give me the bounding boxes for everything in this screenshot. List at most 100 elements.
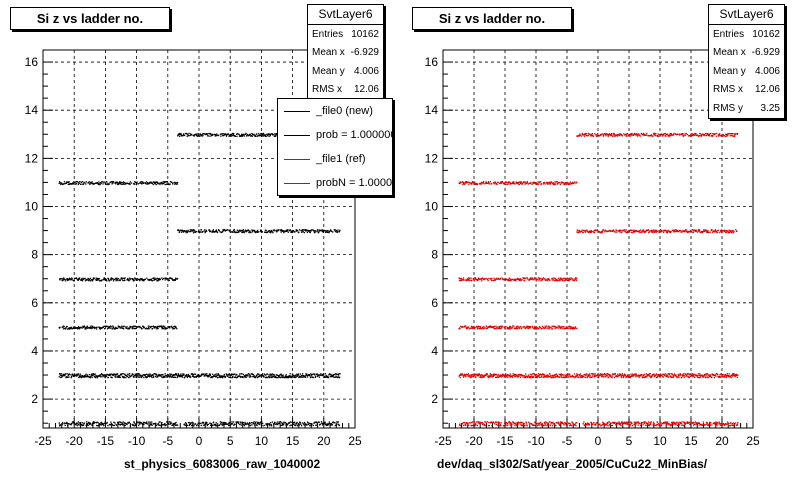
data-point bbox=[287, 231, 289, 233]
data-point bbox=[608, 421, 610, 423]
data-point bbox=[634, 422, 636, 424]
data-point bbox=[489, 325, 492, 327]
data-point bbox=[206, 133, 208, 135]
data-point bbox=[499, 182, 501, 185]
data-point bbox=[241, 133, 243, 135]
data-point bbox=[113, 421, 115, 423]
data-point bbox=[156, 375, 158, 377]
data-point bbox=[636, 230, 639, 232]
data-point bbox=[693, 373, 696, 376]
data-point bbox=[155, 181, 158, 183]
data-point bbox=[62, 375, 64, 377]
data-point bbox=[337, 373, 339, 376]
data-point bbox=[93, 182, 96, 185]
data-point bbox=[286, 230, 288, 233]
data-point bbox=[672, 421, 675, 424]
data-point bbox=[628, 424, 630, 426]
data-point bbox=[463, 326, 466, 328]
data-point bbox=[285, 374, 287, 376]
data-point bbox=[727, 374, 729, 377]
data-band bbox=[58, 277, 179, 282]
data-point bbox=[477, 421, 479, 423]
data-point bbox=[279, 421, 282, 423]
data-point bbox=[712, 374, 714, 376]
data-point bbox=[538, 424, 541, 426]
data-point bbox=[181, 376, 184, 378]
data-point bbox=[103, 424, 105, 427]
data-point bbox=[471, 183, 473, 185]
data-point bbox=[634, 373, 636, 375]
data-point bbox=[549, 375, 551, 378]
data-point bbox=[262, 375, 264, 377]
data-point bbox=[326, 231, 329, 234]
data-point bbox=[175, 373, 178, 375]
data-point bbox=[640, 421, 643, 424]
data-point bbox=[241, 134, 243, 136]
data-point bbox=[112, 326, 114, 328]
data-point bbox=[582, 375, 584, 378]
data-point bbox=[458, 182, 460, 184]
data-point bbox=[198, 229, 200, 231]
data-point bbox=[638, 374, 640, 376]
data-point bbox=[562, 277, 564, 280]
data-point bbox=[609, 375, 611, 377]
data-point bbox=[609, 375, 612, 377]
data-point bbox=[608, 229, 610, 232]
data-point bbox=[94, 421, 96, 423]
data-point bbox=[333, 374, 335, 376]
data-point bbox=[256, 231, 258, 233]
data-point bbox=[238, 135, 241, 137]
data-point bbox=[251, 424, 253, 426]
data-point bbox=[302, 374, 304, 377]
data-point bbox=[193, 376, 195, 378]
data-point bbox=[178, 133, 180, 135]
data-point bbox=[276, 229, 278, 231]
data-point bbox=[494, 278, 497, 280]
data-point bbox=[231, 230, 233, 233]
data-point bbox=[486, 327, 489, 329]
data-point bbox=[109, 327, 111, 329]
data-point bbox=[616, 375, 618, 377]
data-point bbox=[480, 278, 483, 280]
data-point bbox=[544, 279, 547, 281]
data-point bbox=[563, 376, 566, 378]
data-point bbox=[474, 423, 477, 425]
data-point bbox=[482, 376, 484, 378]
data-point bbox=[575, 375, 577, 377]
data-point bbox=[584, 231, 587, 233]
data-point bbox=[217, 134, 219, 137]
data-point bbox=[110, 326, 112, 328]
data-point bbox=[214, 133, 217, 136]
data-point bbox=[532, 424, 534, 426]
y-tick-label: 6 bbox=[431, 296, 438, 310]
data-point bbox=[145, 183, 147, 185]
data-point bbox=[634, 423, 637, 425]
data-point bbox=[280, 229, 282, 231]
data-point bbox=[231, 375, 234, 378]
data-point bbox=[109, 373, 111, 375]
data-point bbox=[711, 424, 713, 426]
data-point bbox=[328, 374, 330, 376]
data-point bbox=[236, 135, 238, 137]
data-point bbox=[480, 376, 482, 379]
data-point bbox=[141, 375, 143, 377]
data-point bbox=[713, 422, 716, 424]
data-point bbox=[164, 375, 167, 377]
data-point bbox=[240, 422, 242, 424]
data-point bbox=[701, 424, 703, 426]
data-point bbox=[134, 374, 137, 377]
data-point bbox=[114, 327, 117, 330]
data-point bbox=[75, 181, 77, 183]
data-point bbox=[190, 229, 192, 231]
data-point bbox=[263, 424, 266, 427]
data-point bbox=[60, 182, 63, 184]
data-point bbox=[584, 374, 587, 376]
data-point bbox=[159, 374, 161, 377]
data-point bbox=[612, 230, 614, 232]
data-point bbox=[289, 375, 291, 377]
data-point bbox=[197, 135, 199, 137]
data-point bbox=[195, 231, 197, 233]
data-point bbox=[286, 424, 289, 426]
data-point bbox=[478, 327, 480, 330]
